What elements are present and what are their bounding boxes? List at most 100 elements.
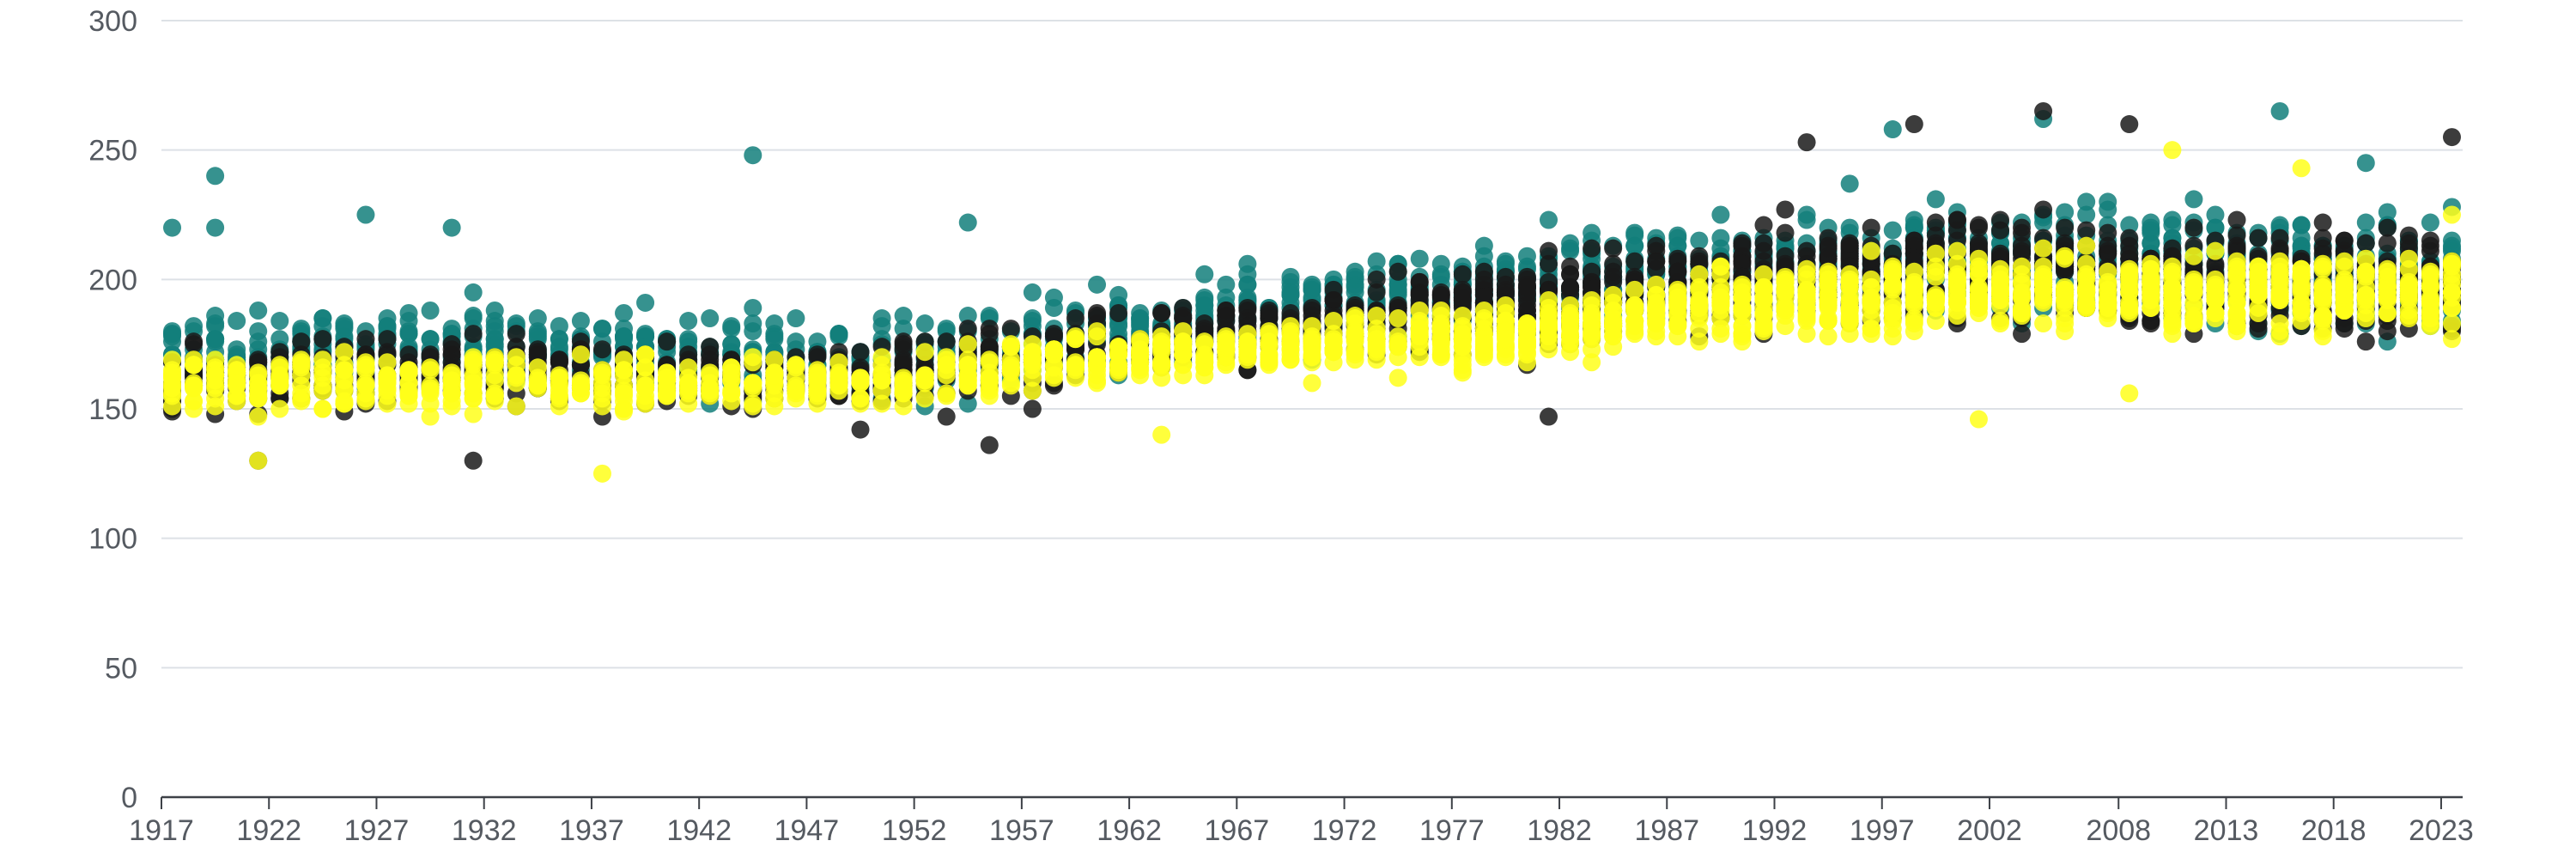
data-point-black	[2378, 234, 2397, 253]
data-point-yellow	[765, 384, 784, 403]
data-point-yellow	[1324, 332, 1343, 351]
data-point-black	[1410, 272, 1429, 291]
data-point-yellow	[2056, 322, 2075, 341]
data-point-yellow	[851, 369, 870, 387]
data-point-yellow	[1001, 376, 1020, 395]
data-point-yellow	[1281, 340, 1300, 359]
y-tick-label: 100	[88, 523, 137, 556]
data-point-yellow	[1174, 366, 1193, 385]
data-point-teal	[1496, 252, 1515, 271]
data-point-yellow	[1001, 363, 1020, 382]
data-point-teal	[2378, 203, 2397, 222]
data-point-black	[1862, 218, 1880, 237]
data-point-yellow	[744, 374, 762, 393]
data-point-black	[1690, 252, 1709, 271]
data-point-black	[851, 420, 870, 439]
data-point-yellow	[701, 374, 720, 393]
data-point-yellow	[1388, 309, 1407, 328]
data-point-teal	[1044, 298, 1063, 317]
data-point-teal	[1690, 231, 1709, 250]
data-point-yellow	[270, 356, 289, 375]
data-point-black	[2227, 226, 2246, 245]
x-tick-label: 1997	[1850, 814, 1915, 847]
data-point-yellow	[2099, 262, 2117, 281]
data-point-teal	[744, 322, 762, 341]
data-point-black	[894, 356, 913, 375]
data-point-yellow	[185, 379, 204, 398]
data-point-teal	[615, 304, 634, 323]
data-point-black	[1540, 254, 1558, 273]
data-point-black	[464, 325, 483, 344]
data-point-yellow	[980, 387, 999, 405]
data-point-yellow	[2206, 288, 2225, 307]
data-point-yellow	[1453, 363, 1472, 382]
data-point-yellow	[1711, 325, 1730, 344]
data-point-black	[1647, 241, 1666, 260]
data-point-black	[2120, 115, 2139, 134]
data-point-yellow	[292, 353, 311, 372]
data-point-yellow	[722, 363, 741, 382]
data-point-yellow	[2206, 270, 2225, 289]
data-point-teal	[528, 325, 547, 344]
data-point-yellow	[2356, 267, 2375, 286]
data-point-yellow	[765, 366, 784, 385]
data-point-yellow	[808, 371, 827, 390]
data-point-yellow	[1540, 327, 1558, 346]
data-point-yellow	[421, 358, 440, 377]
data-point-black	[1583, 277, 1601, 296]
data-point-yellow	[2206, 241, 2225, 260]
data-point-black	[1388, 262, 1407, 281]
data-point-yellow	[507, 397, 526, 416]
data-point-yellow	[1023, 369, 1042, 387]
x-tick-label: 1977	[1419, 814, 1485, 847]
data-point-black	[1819, 249, 1838, 268]
data-point-black	[292, 332, 311, 351]
data-point-teal	[722, 317, 741, 336]
data-point-yellow	[1410, 348, 1429, 367]
data-point-teal	[228, 312, 246, 331]
data-point-teal	[2356, 213, 2375, 232]
data-point-teal	[2292, 216, 2311, 235]
data-point-yellow	[249, 451, 268, 470]
data-point-yellow	[1819, 265, 1838, 283]
data-point-yellow	[1066, 369, 1084, 387]
data-point-black	[2249, 228, 2268, 247]
data-point-yellow	[787, 358, 805, 377]
data-point-black	[1797, 133, 1816, 152]
data-point-yellow	[2335, 257, 2354, 276]
data-point-black	[1388, 295, 1407, 314]
data-point-yellow	[2163, 141, 2182, 160]
data-point-yellow	[464, 356, 483, 375]
data-point-yellow	[701, 387, 720, 405]
data-point-yellow	[2184, 275, 2203, 294]
data-point-yellow	[1690, 277, 1709, 296]
data-point-yellow	[1453, 338, 1472, 356]
data-point-teal	[1797, 205, 1816, 224]
data-point-yellow	[335, 356, 354, 375]
y-tick-label: 300	[88, 5, 137, 38]
data-point-yellow	[1733, 317, 1752, 336]
data-point-black	[2184, 218, 2203, 237]
data-point-yellow	[1238, 338, 1257, 356]
data-point-yellow	[206, 397, 225, 416]
data-point-teal	[1346, 283, 1364, 302]
data-point-black	[2313, 213, 2332, 232]
data-point-teal	[765, 314, 784, 333]
data-point-yellow	[550, 376, 568, 395]
data-point-teal	[1217, 288, 1236, 307]
data-point-teal	[1410, 249, 1429, 268]
data-point-yellow	[1195, 345, 1214, 364]
data-point-black	[851, 343, 870, 362]
x-tick-label: 1937	[559, 814, 624, 847]
data-point-black	[1540, 241, 1558, 260]
data-point-teal	[1281, 267, 1300, 286]
data-point-yellow	[1733, 332, 1752, 351]
data-point-yellow	[1152, 335, 1171, 354]
x-tick-label: 1942	[666, 814, 732, 847]
data-point-yellow	[1797, 298, 1816, 317]
data-point-yellow	[356, 376, 375, 395]
data-point-yellow	[2206, 304, 2225, 323]
data-point-teal	[894, 320, 913, 338]
data-point-yellow	[2142, 272, 2160, 291]
data-point-yellow	[2313, 257, 2332, 276]
